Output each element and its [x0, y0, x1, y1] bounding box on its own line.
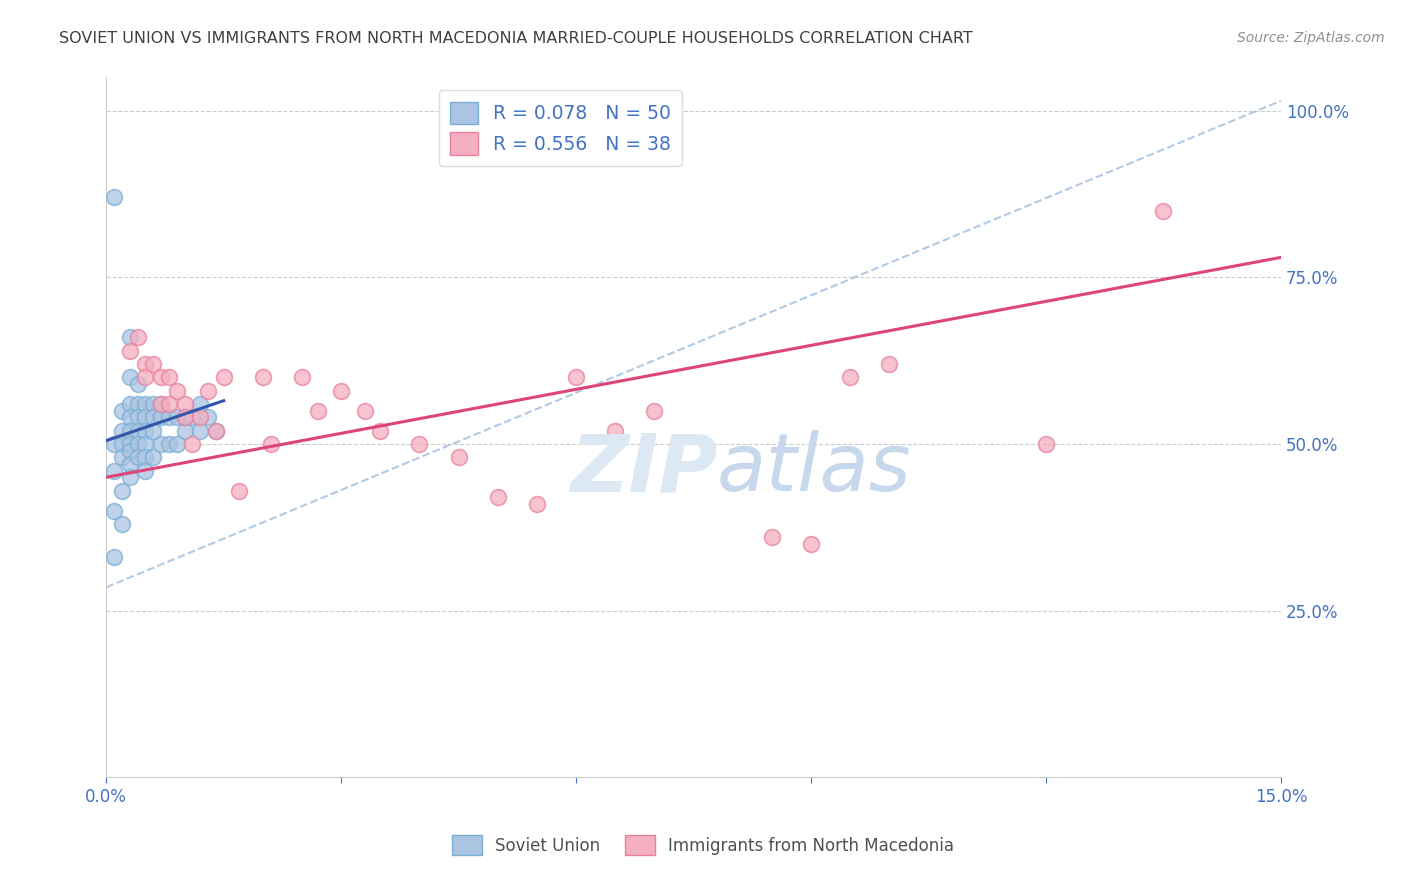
- Text: ZIP: ZIP: [569, 430, 717, 508]
- Point: [157, 437, 180, 451]
- Point: [150, 370, 173, 384]
- Point: [134, 437, 156, 451]
- Point: [205, 424, 228, 438]
- Point: [150, 397, 173, 411]
- Point: [252, 370, 274, 384]
- Point: [1153, 203, 1175, 218]
- Point: [205, 424, 228, 438]
- Point: [134, 464, 156, 478]
- Point: [197, 410, 219, 425]
- Point: [142, 424, 165, 438]
- Point: [111, 437, 134, 451]
- Text: SOVIET UNION VS IMMIGRANTS FROM NORTH MACEDONIA MARRIED-COUPLE HOUSEHOLDS CORREL: SOVIET UNION VS IMMIGRANTS FROM NORTH MA…: [59, 31, 973, 46]
- Point: [127, 437, 149, 451]
- Point: [134, 410, 156, 425]
- Point: [127, 397, 149, 411]
- Point: [118, 330, 141, 344]
- Text: atlas: atlas: [717, 430, 912, 508]
- Point: [188, 424, 211, 438]
- Point: [879, 357, 901, 371]
- Point: [526, 497, 548, 511]
- Point: [118, 470, 141, 484]
- Point: [134, 357, 156, 371]
- Point: [134, 450, 156, 465]
- Point: [103, 437, 125, 451]
- Point: [188, 397, 211, 411]
- Point: [103, 464, 125, 478]
- Point: [118, 443, 141, 458]
- Point: [118, 370, 141, 384]
- Point: [307, 403, 329, 417]
- Point: [173, 397, 195, 411]
- Point: [127, 424, 149, 438]
- Point: [353, 403, 375, 417]
- Point: [127, 330, 149, 344]
- Point: [173, 424, 195, 438]
- Point: [260, 437, 283, 451]
- Point: [142, 397, 165, 411]
- Point: [111, 403, 134, 417]
- Point: [127, 410, 149, 425]
- Point: [212, 370, 235, 384]
- Point: [605, 424, 627, 438]
- Legend: Soviet Union, Immigrants from North Macedonia: Soviet Union, Immigrants from North Mace…: [444, 829, 962, 862]
- Point: [118, 410, 141, 425]
- Point: [197, 384, 219, 398]
- Point: [157, 370, 180, 384]
- Point: [134, 424, 156, 438]
- Point: [839, 370, 862, 384]
- Point: [150, 410, 173, 425]
- Text: Source: ZipAtlas.com: Source: ZipAtlas.com: [1237, 31, 1385, 45]
- Point: [142, 450, 165, 465]
- Point: [1035, 437, 1057, 451]
- Point: [142, 357, 165, 371]
- Point: [643, 403, 665, 417]
- Point: [142, 410, 165, 425]
- Point: [103, 190, 125, 204]
- Point: [291, 370, 314, 384]
- Point: [447, 450, 470, 465]
- Point: [134, 370, 156, 384]
- Point: [800, 537, 823, 551]
- Point: [111, 483, 134, 498]
- Point: [173, 410, 195, 425]
- Point: [228, 483, 250, 498]
- Point: [181, 410, 204, 425]
- Point: [134, 397, 156, 411]
- Point: [486, 491, 509, 505]
- Point: [166, 437, 188, 451]
- Point: [188, 410, 211, 425]
- Point: [166, 384, 188, 398]
- Point: [118, 437, 141, 451]
- Point: [111, 516, 134, 531]
- Point: [118, 343, 141, 358]
- Point: [118, 457, 141, 471]
- Point: [761, 530, 783, 544]
- Point: [181, 437, 204, 451]
- Point: [330, 384, 353, 398]
- Point: [157, 397, 180, 411]
- Point: [166, 410, 188, 425]
- Point: [118, 424, 141, 438]
- Point: [103, 550, 125, 565]
- Point: [118, 397, 141, 411]
- Point: [127, 450, 149, 465]
- Point: [565, 370, 588, 384]
- Point: [111, 424, 134, 438]
- Point: [103, 503, 125, 517]
- Point: [111, 450, 134, 465]
- Point: [408, 437, 430, 451]
- Point: [127, 377, 149, 392]
- Point: [150, 437, 173, 451]
- Legend: R = 0.078   N = 50, R = 0.556   N = 38: R = 0.078 N = 50, R = 0.556 N = 38: [439, 90, 682, 166]
- Point: [370, 424, 392, 438]
- Point: [150, 397, 173, 411]
- Point: [157, 410, 180, 425]
- Point: [173, 410, 195, 425]
